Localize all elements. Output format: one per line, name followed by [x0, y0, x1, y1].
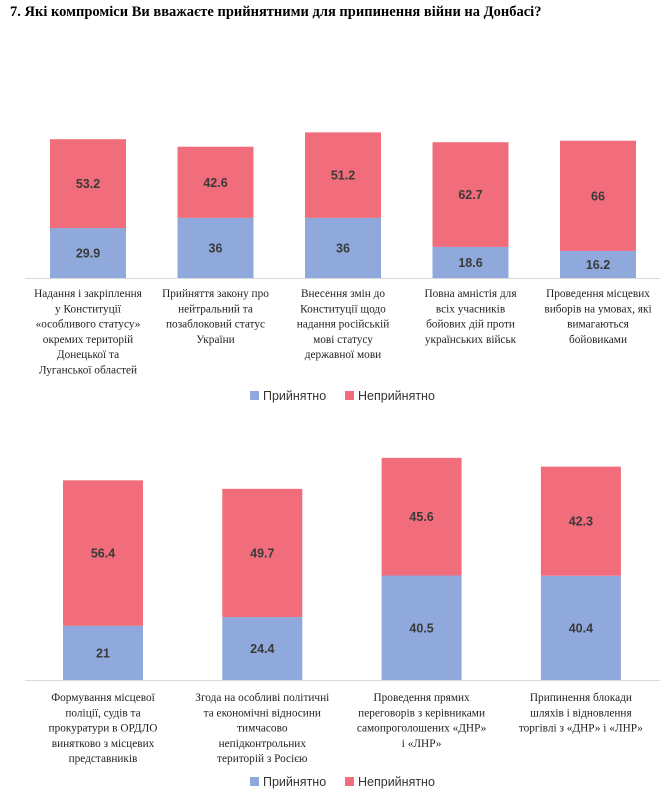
data-label-reject: 53.2 — [76, 177, 100, 191]
legend-label-reject: Неприйнятно — [358, 389, 435, 403]
data-label-reject: 49.7 — [250, 546, 274, 560]
bar-accept — [63, 625, 143, 680]
legend-swatch-reject — [345, 391, 354, 400]
data-label-reject: 45.6 — [409, 510, 433, 524]
legend-swatch-accept — [250, 777, 259, 786]
data-label-reject: 62.7 — [458, 188, 482, 202]
bar-accept — [540, 575, 621, 680]
bar-reject — [63, 480, 143, 626]
legend-label-reject: Неприйнятно — [358, 775, 435, 789]
category-label: Формування місцевої поліції, судів та прок… — [49, 692, 158, 765]
bar-reject — [432, 142, 509, 247]
bar-reject — [50, 139, 126, 229]
data-label-accept: 40.5 — [409, 621, 433, 635]
bar-accept — [50, 228, 126, 278]
data-label-reject: 42.6 — [203, 176, 227, 190]
category-label: Згода на особливі політичні та економічні… — [195, 692, 329, 765]
bar-accept — [381, 575, 462, 680]
bar-accept — [222, 617, 303, 680]
data-label-accept: 40.4 — [569, 621, 593, 635]
bar-accept — [560, 250, 636, 278]
bar-reject — [305, 132, 381, 218]
data-label-accept: 21 — [96, 646, 110, 660]
category-label: Внесення змін до Конституції щодо надання … — [297, 288, 390, 361]
category-label: Припинення блокади шляхів і відновлення то… — [519, 692, 643, 735]
bar-accept — [177, 217, 254, 278]
chart-title: 7. Які компроміси Ви вважаєте прийнятним… — [10, 4, 542, 20]
bar-reject — [381, 457, 462, 576]
category-label: Проведення місцевих виборів на умовах, як… — [544, 288, 651, 346]
bar-accept — [305, 217, 381, 278]
data-label-accept: 36 — [209, 241, 223, 255]
legend-swatch-reject — [345, 777, 354, 786]
category-label: Повна амністія для всіх учасників бойових … — [424, 288, 516, 346]
legend-label-accept: Прийнятно — [263, 389, 326, 403]
data-label-reject: 56.4 — [91, 547, 115, 561]
bar-reject — [177, 146, 254, 218]
bar-accept — [432, 246, 509, 278]
data-label-reject: 42.3 — [569, 515, 593, 529]
category-label: Надання і закріплення у Конституції «особл… — [34, 288, 142, 377]
data-label-accept: 24.4 — [250, 642, 274, 656]
data-label-accept: 16.2 — [586, 258, 610, 272]
legend-swatch-accept — [250, 391, 259, 400]
bar-reject — [560, 140, 636, 251]
data-label-accept: 29.9 — [76, 247, 100, 261]
bar-reject — [540, 466, 621, 576]
data-label-reject: 51.2 — [331, 169, 355, 183]
bar-reject — [222, 488, 303, 618]
data-label-accept: 18.6 — [458, 256, 482, 270]
data-label-reject: 66 — [591, 189, 605, 203]
data-label-accept: 36 — [336, 241, 350, 255]
legend-label-accept: Прийнятно — [263, 775, 326, 789]
category-label: Проведення прямих переговорів з керівника… — [357, 692, 486, 750]
category-label: Прийняття закону про нейтральний та позабл… — [162, 288, 269, 346]
